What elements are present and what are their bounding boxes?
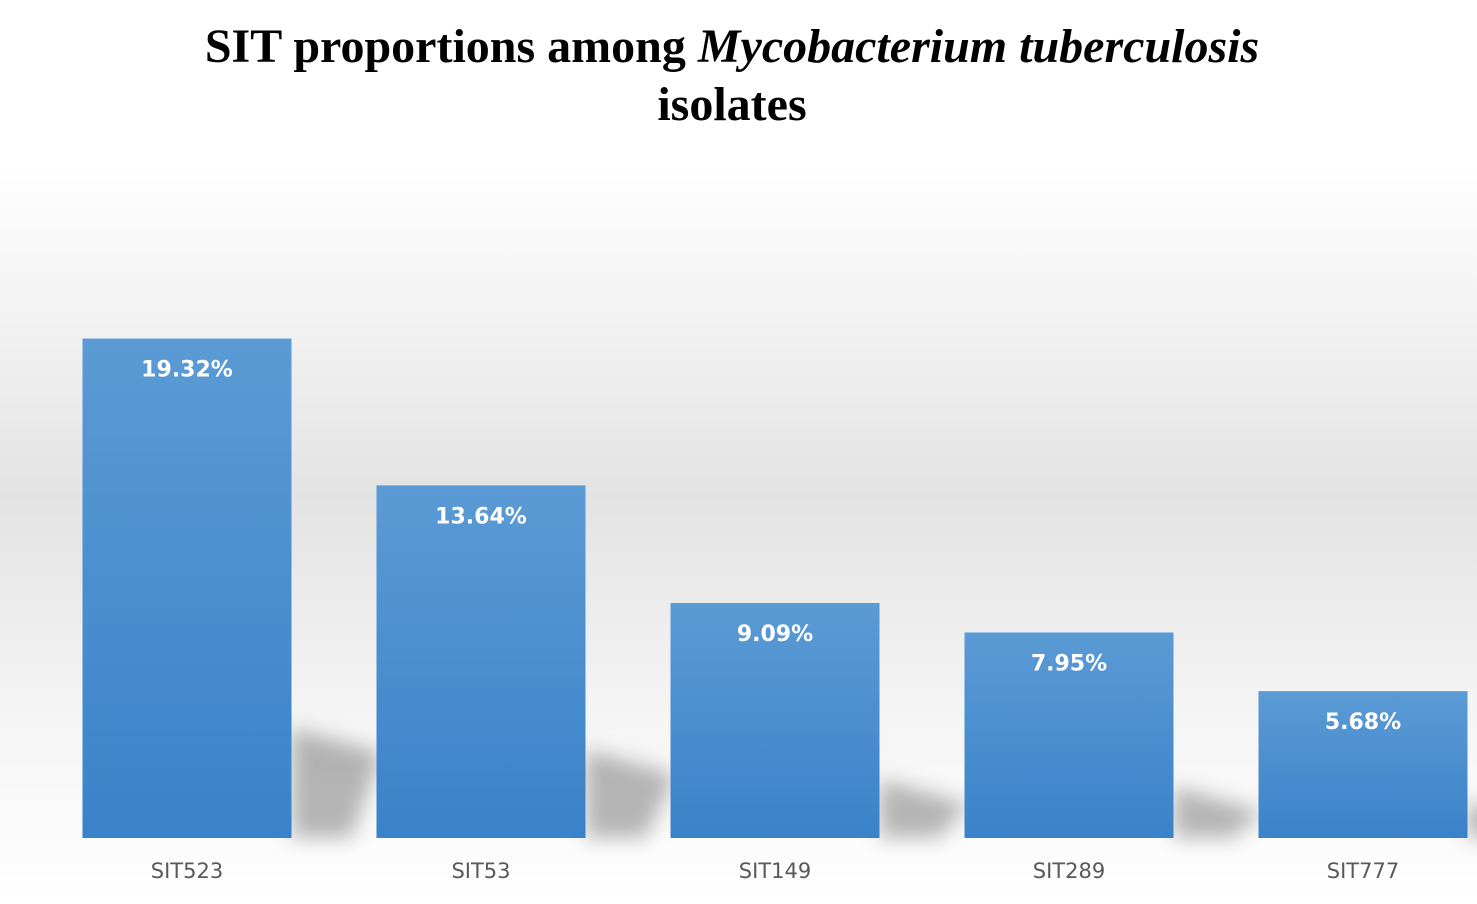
data-label-sit149: 9.09% (737, 622, 813, 647)
bar-shadow (1173, 786, 1264, 838)
chart-title-prefix: SIT proportions among (205, 20, 698, 73)
data-label-sit289: 7.95% (1031, 651, 1107, 676)
x-tick-label-sit523: SIT523 (151, 859, 223, 883)
x-tick-label-sit777: SIT777 (1327, 859, 1399, 883)
chart-title: SIT proportions among Mycobacterium tube… (205, 20, 1259, 73)
bar-sit523 (82, 338, 292, 838)
bar-shadow (291, 728, 382, 838)
data-label-sit777: 5.68% (1325, 710, 1401, 735)
x-axis-tick-labels: SIT523 SIT53 SIT149 SIT289 SIT777 (151, 859, 1399, 883)
bar-shadow (879, 779, 970, 838)
bar-sit53 (376, 485, 586, 838)
data-labels: 19.32% 13.64% 9.09% 7.95% 5.68% (141, 358, 1401, 736)
bar-shadow (585, 749, 676, 838)
bar-sit777 (1258, 691, 1468, 838)
bars (82, 338, 1468, 838)
x-tick-label-sit53: SIT53 (451, 859, 510, 883)
x-tick-label-sit149: SIT149 (739, 859, 811, 883)
bar-shadow (1467, 801, 1477, 838)
bar-shadows (291, 728, 1477, 838)
x-tick-label-sit289: SIT289 (1033, 859, 1105, 883)
chart-title-line2: isolates (657, 78, 806, 131)
data-label-sit53: 13.64% (435, 504, 527, 529)
chart-title-species: Mycobacterium tuberculosis (697, 20, 1259, 73)
bar-sit149 (670, 603, 880, 838)
data-label-sit523: 19.32% (141, 358, 233, 383)
bar-sit289 (964, 632, 1174, 838)
